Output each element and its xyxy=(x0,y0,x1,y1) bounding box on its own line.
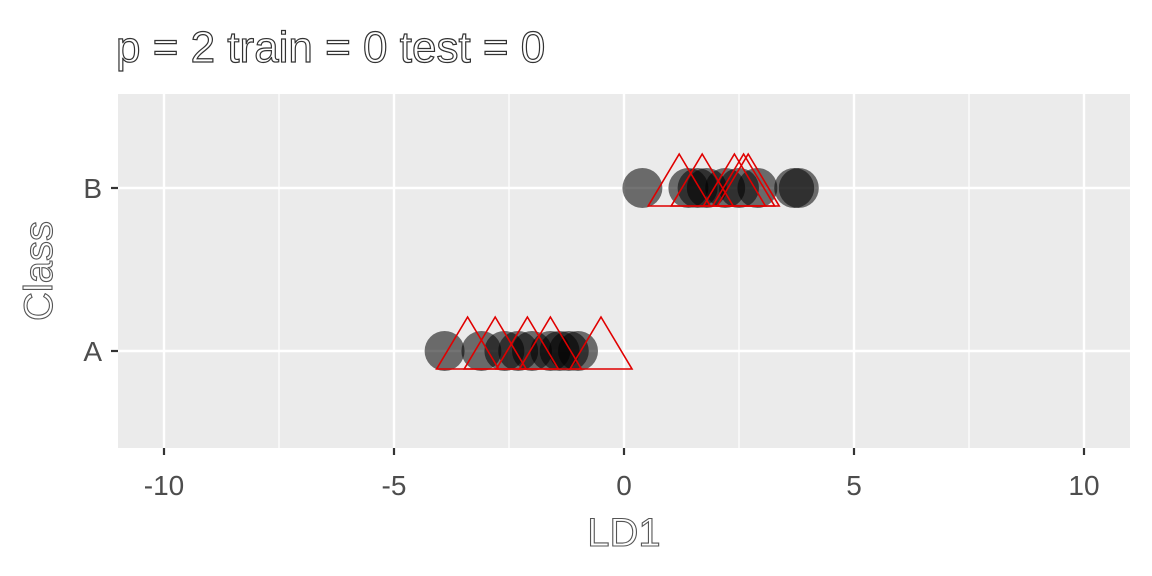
triangle-point xyxy=(462,315,528,370)
circle-point xyxy=(778,168,819,208)
chart-title: p = 2 train = 0 test = 0 xyxy=(116,23,545,72)
x-tick-label: 5 xyxy=(846,470,862,501)
circle-point xyxy=(424,331,465,371)
circle-point xyxy=(558,331,598,371)
y-axis-title: Class xyxy=(17,221,61,321)
triangle-point xyxy=(517,315,583,370)
triangle-point xyxy=(669,152,735,207)
y-tick-label: A xyxy=(83,336,102,367)
circle-point xyxy=(737,168,778,208)
x-tick-label: -5 xyxy=(382,470,407,501)
triangle-point xyxy=(568,315,634,370)
x-tick-label: 0 xyxy=(616,470,632,501)
x-tick-label: -10 xyxy=(144,470,184,501)
axes: -10 -5 0 5 10 A B xyxy=(83,173,1099,501)
x-tick-label: 10 xyxy=(1068,470,1099,501)
circle-point xyxy=(622,168,663,208)
data-points xyxy=(424,152,819,371)
y-tick-label: B xyxy=(83,173,102,204)
triangle-point xyxy=(715,152,781,207)
x-axis-title: LD1 xyxy=(587,511,660,555)
